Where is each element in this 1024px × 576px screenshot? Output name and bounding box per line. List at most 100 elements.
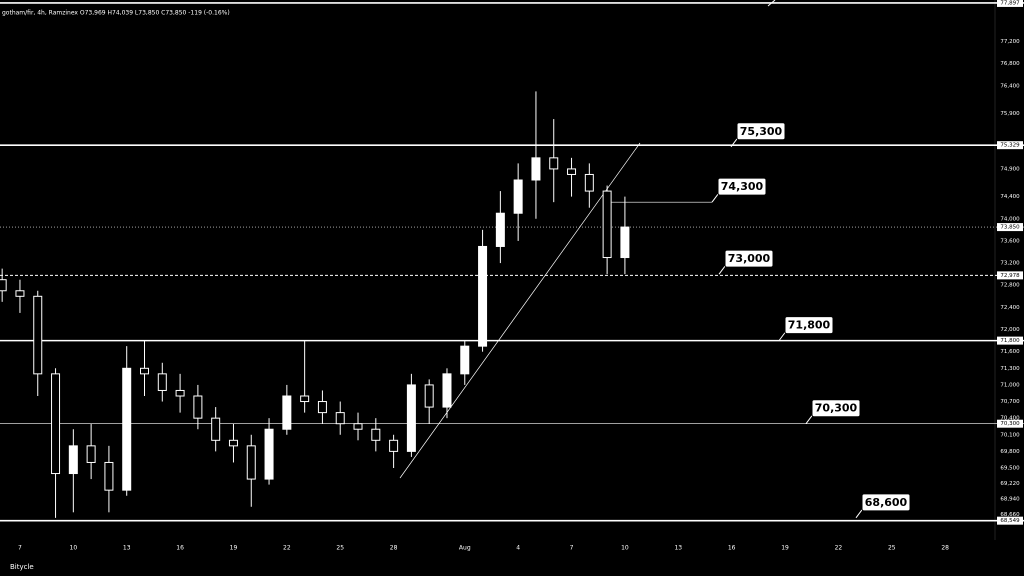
x-tick-label: 10 (70, 545, 78, 552)
candle-body (33, 295, 43, 375)
y-tick-label: 76,800 (1000, 61, 1020, 67)
candle-body (51, 373, 61, 475)
level-label: 70,300 (1000, 421, 1020, 427)
y-tick-label: 69,800 (1000, 449, 1020, 455)
candle-body (460, 345, 470, 375)
x-tick-label: 25 (336, 545, 344, 552)
annotation-label: 70,300 (815, 402, 858, 415)
y-tick-label: 71,000 (1000, 382, 1020, 388)
candle-body (246, 445, 256, 480)
x-tick-label: 4 (516, 545, 520, 552)
y-tick-label: 74,400 (1000, 194, 1020, 200)
annotation-box (736, 122, 786, 141)
candle-body (335, 412, 345, 425)
x-tick-label: 16 (176, 545, 184, 552)
candle-body (175, 389, 185, 397)
annotation-label: 68,600 (865, 496, 908, 509)
candle-body (406, 384, 416, 452)
annotation-leader (778, 332, 786, 341)
y-tick-label: 77,200 (1000, 39, 1020, 45)
annotation-leader (855, 509, 863, 519)
annotation-box (784, 316, 834, 335)
candle-body (15, 290, 25, 297)
candle-body (549, 157, 559, 170)
y-tick-label: 76,400 (1000, 83, 1020, 89)
annotation-leader (805, 415, 813, 424)
candle-body (531, 157, 541, 181)
annotation-label: 75,300 (740, 125, 783, 138)
candle-body (300, 395, 310, 403)
x-tick-label: 19 (781, 545, 789, 552)
level-label: 75,329 (1000, 143, 1020, 149)
candle-body (567, 168, 577, 175)
candle-body (353, 423, 363, 430)
y-tick-label: 74,900 (1000, 166, 1020, 172)
candle-body (0, 279, 7, 292)
level-label-box (997, 0, 1023, 7)
annotation-leader (718, 265, 726, 275)
candle-body (371, 428, 381, 441)
candle-body (86, 445, 96, 463)
x-tick-label: Aug (459, 545, 471, 552)
y-tick-label: 71,300 (1000, 366, 1020, 372)
level-label: 72,978 (1000, 273, 1020, 279)
candle-body (193, 395, 203, 419)
candle-body (442, 373, 452, 408)
annotation-label: 71,800 (788, 319, 831, 332)
x-tick-label: 16 (728, 545, 736, 552)
level-label: 71,800 (1000, 338, 1020, 344)
level-label-box (997, 516, 1023, 525)
y-tick-label: 72,800 (1000, 283, 1020, 289)
candle-body (478, 245, 488, 347)
candle-body (140, 367, 150, 375)
candle-body (264, 428, 274, 480)
x-tick-label: 7 (18, 545, 22, 552)
watermark: Bitycle (10, 563, 34, 571)
x-tick-label: 22 (835, 545, 843, 552)
level-label: 77,897 (1000, 0, 1020, 6)
annotation-label: 73,000 (728, 252, 771, 265)
chart-title: gotham/fir, 4h, Ramzinex O73,969 H74,039… (2, 10, 230, 17)
y-tick-label: 71,600 (1000, 349, 1020, 355)
candle-body (602, 190, 612, 259)
y-tick-label: 70,700 (1000, 399, 1020, 405)
level-label-box (997, 223, 1023, 232)
y-tick-label: 68,660 (1000, 512, 1020, 518)
trend-line (399, 142, 641, 479)
x-tick-label: 28 (941, 545, 949, 552)
candle-body (317, 401, 327, 414)
candle-body (122, 367, 132, 491)
level-label: 68,549 (1000, 518, 1020, 524)
level-label-box (997, 336, 1023, 345)
x-tick-label: 13 (123, 545, 131, 552)
x-tick-label: 19 (230, 545, 238, 552)
annotation-label: 74,300 (721, 180, 764, 193)
y-tick-label: 70,400 (1000, 416, 1020, 422)
candle-body (68, 445, 78, 475)
y-tick-label: 73,200 (1000, 261, 1020, 267)
y-tick-label: 72,000 (1000, 327, 1020, 333)
candle-body (228, 439, 238, 447)
x-tick-label: 13 (674, 545, 682, 552)
annotation-leader (711, 193, 719, 203)
y-tick-label: 69,500 (1000, 466, 1020, 472)
candle-body (584, 173, 594, 192)
y-tick-label: 72,400 (1000, 305, 1020, 311)
candle-body (211, 417, 221, 441)
y-tick-label: 74,000 (1000, 216, 1020, 222)
annotation-leader (730, 138, 738, 148)
y-tick-label: 68,940 (1000, 497, 1020, 503)
annotation-box (724, 249, 774, 268)
y-tick-label: 69,220 (1000, 481, 1020, 487)
candle-body (282, 395, 292, 430)
candle-body (495, 212, 505, 247)
x-tick-label: 10 (621, 545, 629, 552)
level-label-box (997, 271, 1023, 280)
candle-body (620, 226, 630, 259)
level-label-box (997, 419, 1023, 428)
candle-body (389, 439, 399, 452)
y-tick-label: 73,600 (1000, 238, 1020, 244)
candle-body (104, 461, 114, 491)
x-tick-label: 7 (570, 545, 574, 552)
